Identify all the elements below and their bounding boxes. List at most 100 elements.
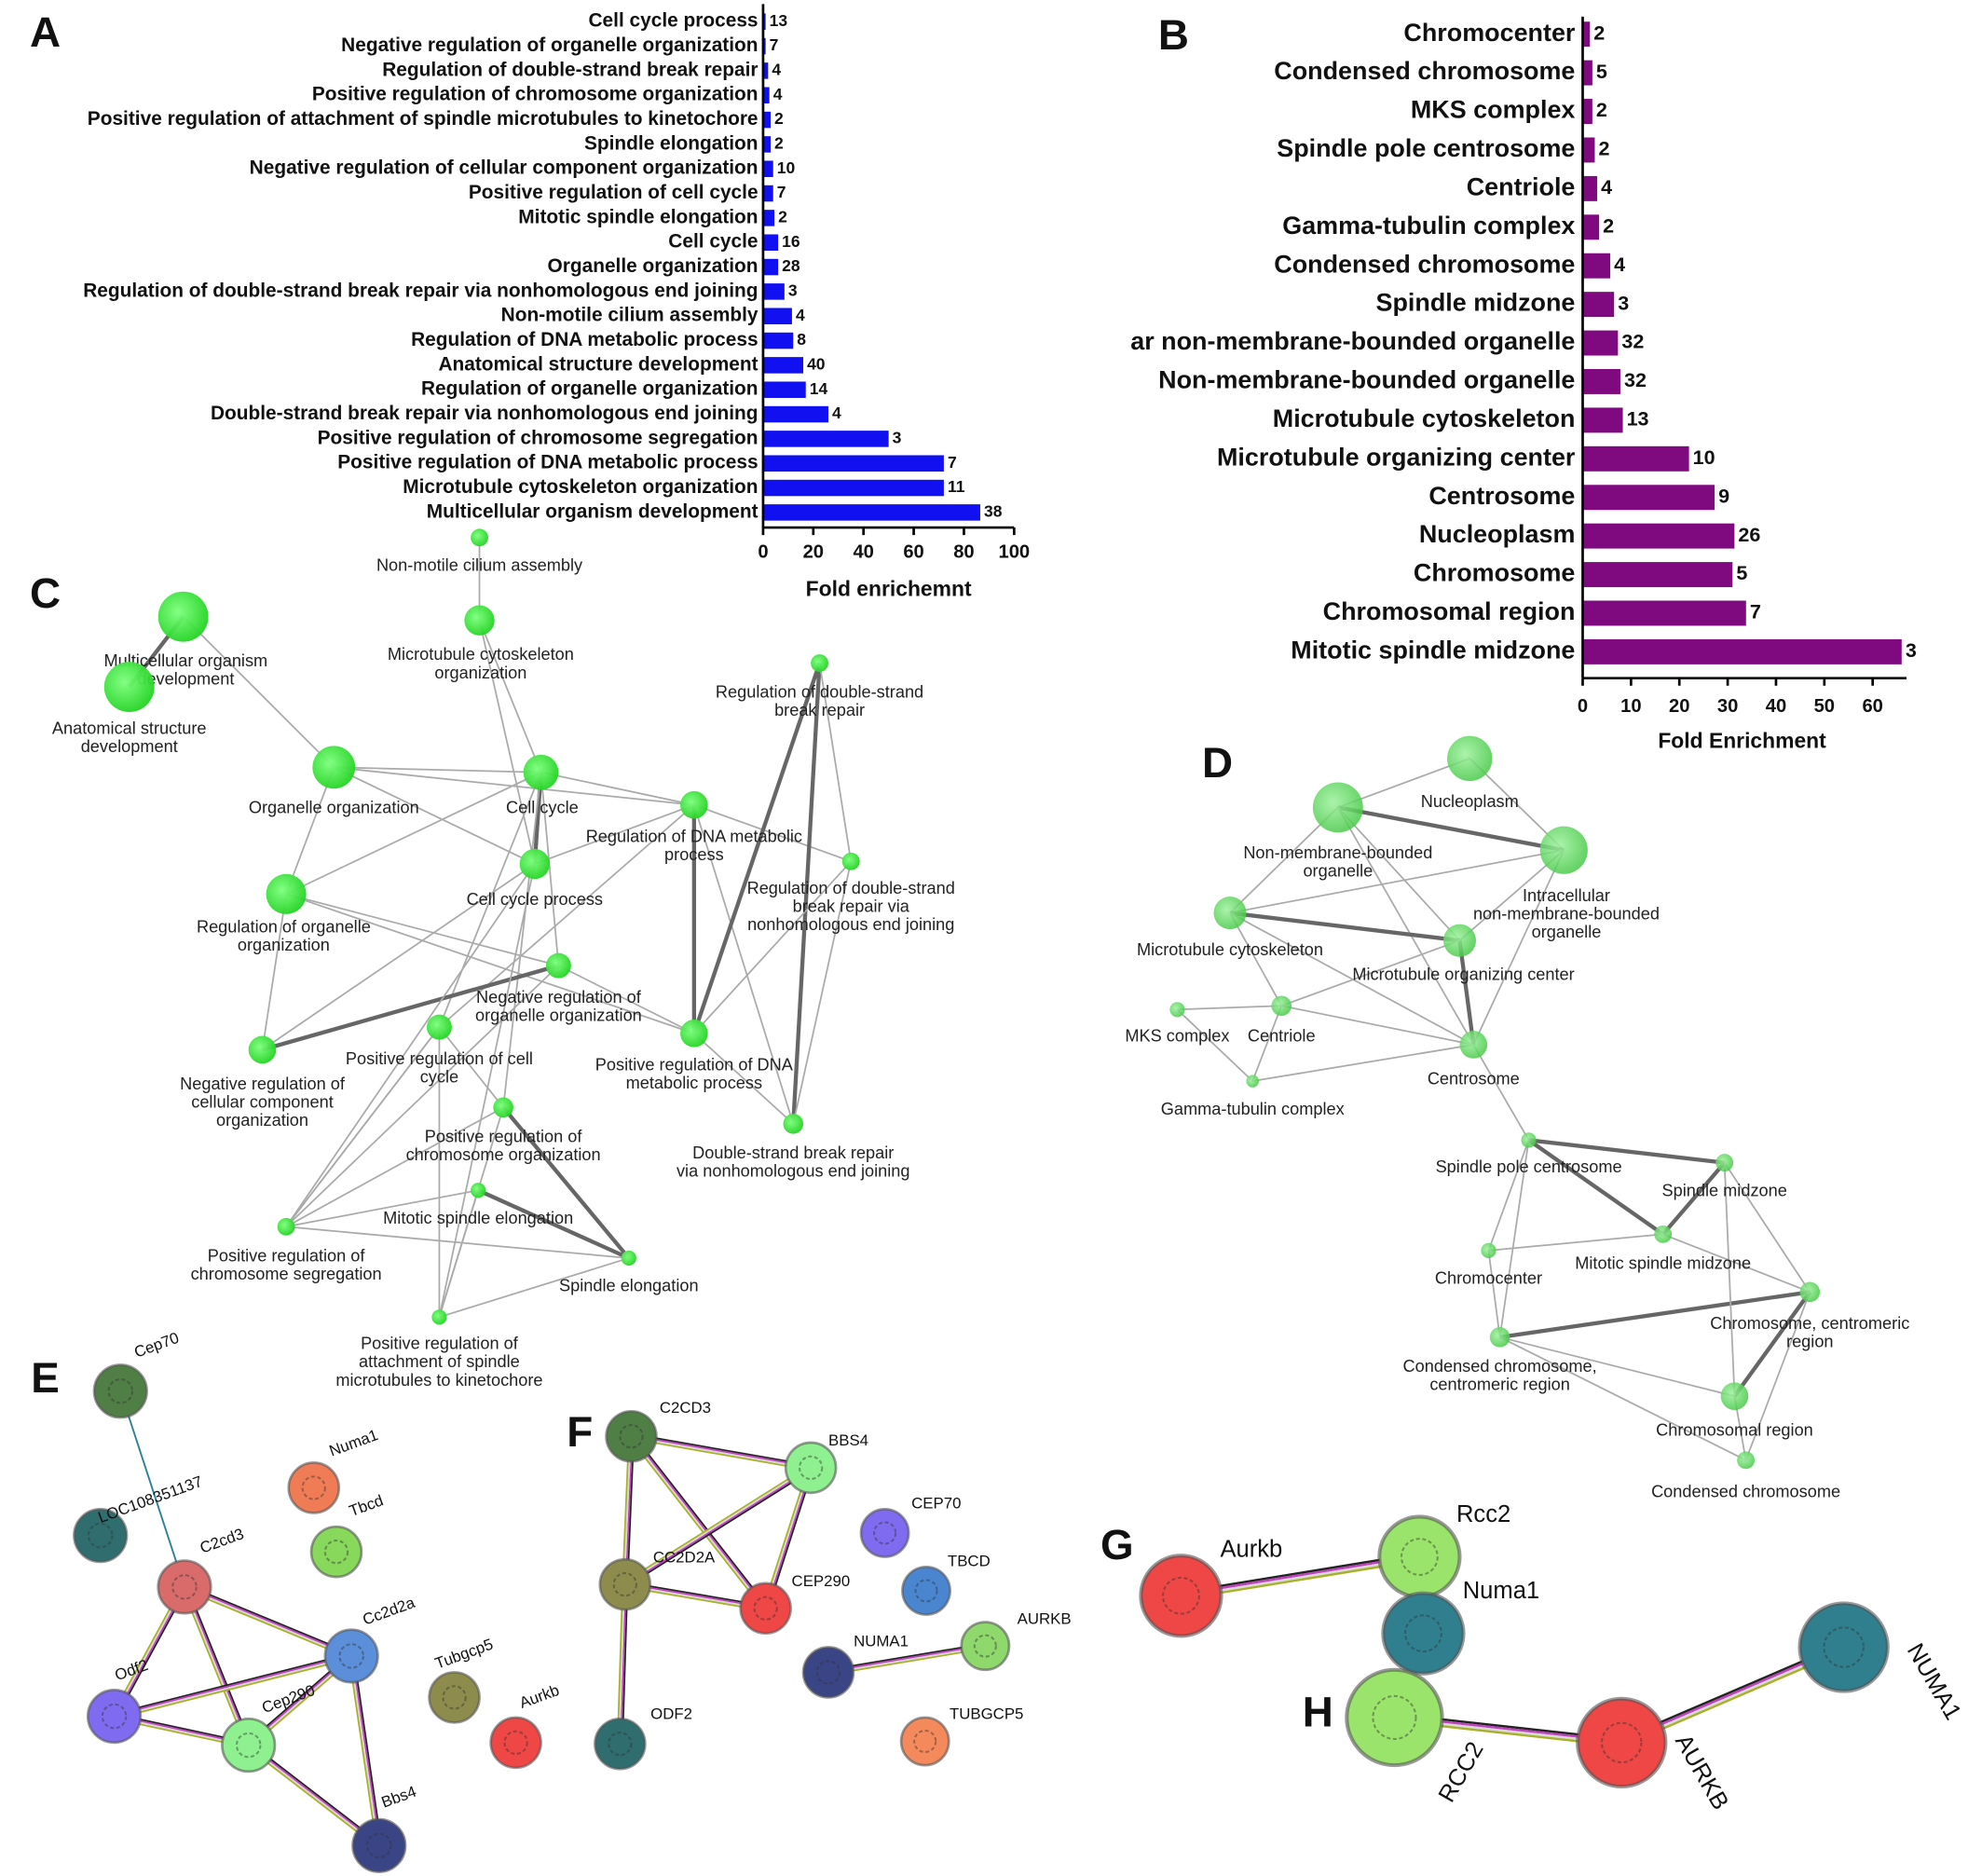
node-label: nonhomologous end joining xyxy=(747,915,954,934)
panel-label: H xyxy=(1303,1688,1333,1735)
edge xyxy=(183,616,335,768)
edge xyxy=(1472,1044,1530,1141)
node-label: development xyxy=(81,737,178,756)
node-label: region xyxy=(1786,1333,1834,1351)
node-label: AURKB xyxy=(1018,1609,1072,1627)
node-label: Cc2d2a xyxy=(361,1594,418,1629)
node-label: Mitotic spindle elongation xyxy=(383,1209,573,1227)
protein-glyph xyxy=(612,1572,637,1597)
node-label: Chromosomal region xyxy=(1656,1421,1813,1440)
category-label: Organelle organization xyxy=(548,255,758,277)
edge xyxy=(185,1585,252,1745)
gene-count: 2 xyxy=(774,134,784,153)
node-label: Bbs4 xyxy=(379,1783,419,1812)
node xyxy=(1654,1225,1673,1243)
gene-count: 32 xyxy=(1624,368,1647,391)
node xyxy=(489,1716,542,1770)
x-tick-label: 20 xyxy=(803,541,824,562)
node xyxy=(680,1020,708,1048)
edge xyxy=(351,1655,381,1846)
node xyxy=(266,873,307,914)
edge xyxy=(502,772,542,1108)
bar xyxy=(762,234,779,251)
node xyxy=(1539,826,1588,874)
x-tick-label: 50 xyxy=(1814,696,1835,717)
edge xyxy=(1488,1233,1663,1252)
edge xyxy=(285,1189,479,1228)
category-label: MKS complex xyxy=(1411,96,1576,124)
bar xyxy=(1582,523,1735,549)
x-tick-label: 80 xyxy=(953,541,974,562)
node xyxy=(1737,1451,1756,1470)
gene-count: 3 xyxy=(893,429,902,447)
protein-glyph xyxy=(815,1660,841,1685)
node xyxy=(545,952,571,979)
node xyxy=(92,1363,148,1419)
node-label: CC2D2A xyxy=(653,1548,716,1566)
node xyxy=(841,852,860,870)
gene-count: 4 xyxy=(796,306,805,324)
gene-count: 40 xyxy=(807,355,826,374)
node-label: Condensed chromosome xyxy=(1651,1483,1840,1501)
node-label: Nucleoplasm xyxy=(1421,792,1519,811)
node xyxy=(248,1035,277,1064)
edge xyxy=(113,1652,351,1715)
gene-count: 7 xyxy=(770,35,779,54)
node-label: organelle organization xyxy=(475,1006,642,1024)
edge xyxy=(693,803,852,863)
node xyxy=(157,1559,212,1615)
edge xyxy=(285,1026,441,1227)
node xyxy=(801,1646,855,1699)
node xyxy=(426,1014,452,1040)
node xyxy=(1799,1281,1821,1303)
edge xyxy=(1457,939,1476,1046)
node-label: Spindle pole centrosome xyxy=(1436,1157,1622,1176)
node xyxy=(221,1717,277,1773)
edge xyxy=(285,893,559,966)
edge xyxy=(285,767,335,895)
edge xyxy=(1337,805,1565,853)
edge xyxy=(478,620,542,774)
node xyxy=(1139,1554,1223,1638)
edge xyxy=(1732,1291,1812,1398)
gene-count: 2 xyxy=(774,109,784,128)
bar xyxy=(762,405,828,423)
bar xyxy=(762,111,772,129)
gene-count: 3 xyxy=(788,281,798,300)
edge xyxy=(1251,1005,1283,1082)
node xyxy=(73,1508,129,1564)
edge xyxy=(439,1257,630,1319)
category-label: Chromosomal region xyxy=(1323,597,1576,625)
edge xyxy=(540,772,560,966)
category-label: Nucleoplasm xyxy=(1419,520,1576,548)
node-label: Positive regulation of xyxy=(208,1246,366,1265)
edge xyxy=(1662,1233,1811,1294)
node-label: Condensed chromosome, xyxy=(1403,1357,1597,1376)
node-label: NUMA1 xyxy=(854,1633,909,1650)
category-label: Centrosome xyxy=(1428,482,1575,510)
edge xyxy=(114,1654,352,1717)
edge xyxy=(827,1642,986,1671)
panel-label: C xyxy=(30,569,61,617)
bar xyxy=(1582,330,1619,356)
edge xyxy=(693,804,795,1125)
bar xyxy=(762,136,772,153)
gene-count: 3 xyxy=(1906,638,1917,662)
category-label: Regulation of organelle organization xyxy=(421,378,758,400)
edge xyxy=(261,964,559,1052)
gene-count: 10 xyxy=(1693,445,1715,469)
node-label: Tbcd xyxy=(347,1491,386,1520)
x-tick-label: 0 xyxy=(758,541,768,562)
protein-glyph xyxy=(442,1685,467,1710)
gene-count: 9 xyxy=(1718,484,1729,507)
bar xyxy=(1582,638,1902,664)
protein-glyph xyxy=(503,1730,528,1756)
bar xyxy=(762,160,773,177)
node xyxy=(493,1097,513,1118)
category-label: Spindle midzone xyxy=(1376,289,1576,317)
edge xyxy=(622,1464,811,1583)
protein-glyph xyxy=(235,1732,262,1759)
node-label: Microtubule organizing center xyxy=(1352,965,1574,984)
category-label: Negative regulation of organelle organiz… xyxy=(341,34,758,56)
bar xyxy=(762,258,779,276)
